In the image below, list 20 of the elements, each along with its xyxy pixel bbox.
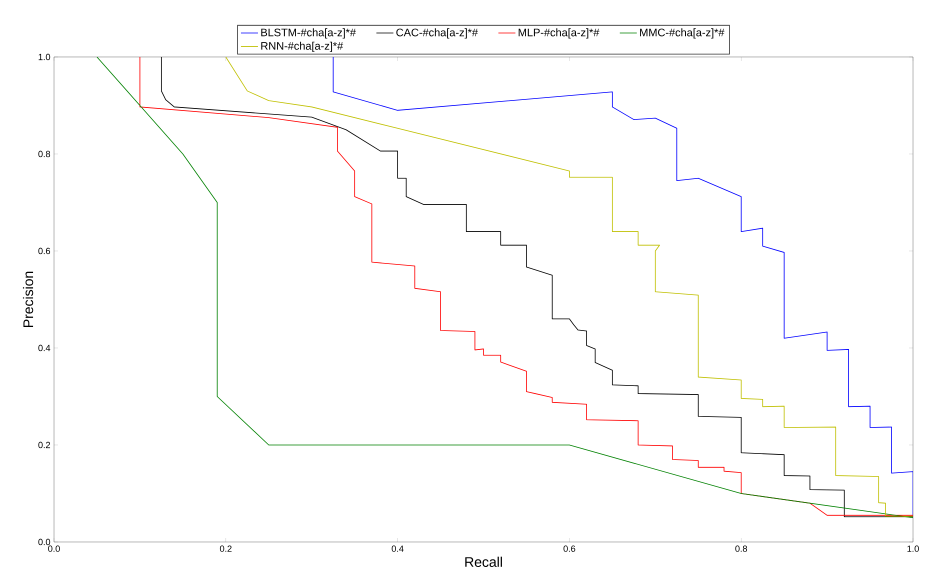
- legend-label: MMC-#cha[a-z]*#: [640, 28, 724, 39]
- y-axis-title: Precision: [22, 272, 34, 328]
- x-tick-label: 0.2: [220, 546, 232, 552]
- x-tick-label: 0.6: [564, 546, 576, 552]
- y-tick-label: 0.2: [38, 442, 50, 448]
- y-tick-label: 1.0: [38, 54, 50, 60]
- x-axis-title: Recall: [465, 556, 502, 567]
- x-tick-label: 0.0: [48, 546, 60, 552]
- legend-label: CAC-#cha[a-z]*#: [396, 28, 478, 39]
- line-series: [332, 56, 914, 518]
- legend-label: RNN-#cha[a-z]*#: [261, 42, 344, 52]
- legend-label: MLP-#cha[a-z]*#: [518, 28, 600, 39]
- y-tick-label: 0.0: [38, 538, 50, 546]
- x-tick-label: 0.4: [392, 546, 404, 552]
- y-tick-label: 0.4: [38, 344, 50, 352]
- y-tick-label: 0.6: [38, 248, 50, 254]
- x-tick-label: 0.8: [735, 546, 748, 552]
- x-tick-label: 1.0: [907, 546, 919, 552]
- legend-label: BLSTM-#cha[a-z]*#: [261, 28, 356, 39]
- y-tick-label: 0.8: [38, 150, 50, 158]
